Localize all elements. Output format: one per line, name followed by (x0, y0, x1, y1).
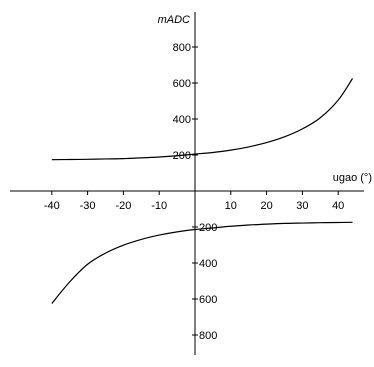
y-axis-label: mADC (158, 14, 190, 26)
x-tick-label: 10 (225, 200, 237, 212)
x-tick-label: -30 (80, 200, 96, 212)
x-axis-label: ugao (°) (333, 172, 372, 184)
y-tick-label: 400 (173, 114, 191, 126)
x-tick-label: 30 (296, 200, 308, 212)
series-line-upper (51, 78, 354, 161)
ticks: -40 -30 -20 -10 10 20 30 4020040060080020040060… (44, 42, 344, 342)
y-tick-label: 400 (199, 258, 217, 270)
y-tick-label: 800 (199, 330, 217, 342)
x-tick-label: -10 (151, 200, 167, 212)
series-layer (51, 78, 354, 304)
axes (10, 12, 364, 355)
y-tick-label: 200 (173, 150, 191, 162)
x-tick-label: -20 (115, 200, 131, 212)
x-tick-label: -40 (44, 200, 60, 212)
y-tick-label: 600 (173, 78, 191, 90)
x-tick-label: 40 (332, 200, 344, 212)
x-tick-label: 20 (260, 200, 272, 212)
y-tick-label: 800 (173, 42, 191, 54)
y-tick-label: 600 (199, 294, 217, 306)
series-line-lower (51, 221, 353, 304)
